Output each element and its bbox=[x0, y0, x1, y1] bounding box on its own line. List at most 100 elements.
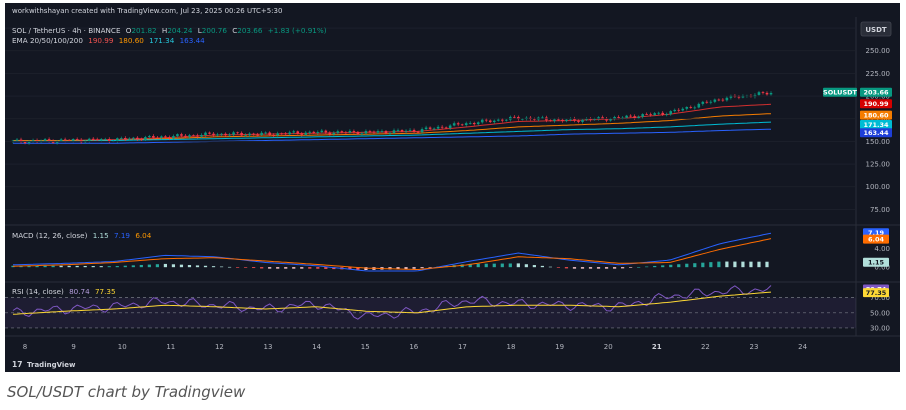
candle-body bbox=[172, 136, 175, 139]
candle-body bbox=[729, 95, 733, 98]
macd-histogram-bar bbox=[709, 262, 713, 268]
candle-body bbox=[288, 132, 292, 135]
macd-histogram-bar bbox=[412, 267, 416, 269]
candle-body bbox=[468, 123, 472, 124]
candle-body bbox=[204, 132, 207, 136]
macd-histogram-bar bbox=[308, 267, 312, 269]
candle-body bbox=[557, 119, 560, 121]
candle-body bbox=[521, 118, 524, 120]
candle-body bbox=[448, 125, 452, 129]
macd-histogram-bar bbox=[516, 263, 520, 268]
macd-histogram-bar bbox=[725, 261, 729, 268]
ema50-value: 180.60 bbox=[119, 36, 145, 45]
candle-body bbox=[260, 132, 263, 135]
macd-histogram-bar bbox=[741, 261, 745, 268]
macd-histogram-bar bbox=[420, 267, 424, 269]
candle-body bbox=[424, 127, 428, 130]
macd-histogram-bar bbox=[540, 265, 544, 268]
macd-histogram-bar bbox=[300, 267, 304, 269]
time-axis-label: 12 bbox=[215, 343, 224, 351]
time-axis-label: 11 bbox=[166, 343, 175, 351]
macd-histogram-bar bbox=[83, 265, 87, 268]
macd-histogram-bar bbox=[749, 261, 753, 268]
price-tag-label: 203.66 bbox=[863, 89, 889, 97]
tradingview-logo[interactable]: 𝟭𝟳 TradingView bbox=[12, 360, 76, 369]
candle-body bbox=[35, 140, 39, 142]
macd-histogram-bar bbox=[653, 265, 657, 268]
macd-histogram-bar bbox=[171, 264, 176, 268]
candle-body bbox=[513, 116, 516, 118]
macd-histogram-bar bbox=[685, 263, 689, 268]
candle-body bbox=[376, 131, 380, 133]
candle-body bbox=[75, 139, 79, 140]
price-tag-label: 190.99 bbox=[863, 100, 889, 108]
candle-body bbox=[228, 134, 231, 136]
macd-histogram-bar bbox=[612, 267, 617, 269]
macd-histogram-bar bbox=[67, 265, 71, 268]
rsi-ma-value: 77.35 bbox=[95, 287, 116, 296]
macd-histogram-bar bbox=[59, 265, 63, 268]
macd-histogram-bar bbox=[572, 267, 577, 269]
candle-body bbox=[561, 119, 564, 122]
candle-body bbox=[553, 119, 556, 122]
macd-histogram-bar bbox=[75, 265, 79, 268]
macd-line-value: 7.19 bbox=[114, 231, 130, 240]
macd-histogram-bar bbox=[757, 261, 761, 268]
macd-histogram-bar bbox=[316, 267, 320, 269]
candle-body bbox=[320, 130, 324, 133]
macd-histogram-bar bbox=[693, 263, 697, 268]
candle-body bbox=[232, 132, 235, 135]
price-axis-label: 150.00 bbox=[866, 138, 891, 146]
macd-tag-label: 6.04 bbox=[868, 236, 885, 244]
candle-body bbox=[384, 131, 388, 134]
macd-histogram-bar bbox=[179, 264, 184, 268]
macd-histogram-bar bbox=[669, 264, 673, 268]
chart-panel[interactable]: 275.00250.00225.00200.00175.00150.00125.… bbox=[5, 3, 900, 372]
candle-body bbox=[312, 131, 316, 133]
macd-histogram-bar bbox=[348, 267, 352, 270]
ema-layer bbox=[13, 103, 772, 144]
candle-body bbox=[332, 132, 336, 135]
macd-histogram-bar bbox=[404, 267, 408, 269]
candle-body bbox=[348, 131, 352, 133]
macd-histogram-bar bbox=[147, 264, 151, 268]
rsi-axis-label: 30.00 bbox=[870, 324, 890, 332]
candle-body bbox=[685, 106, 689, 109]
legend-symbol: SOL / TetherUS · 4h · BINANCE bbox=[12, 26, 121, 35]
macd-histogram-bar bbox=[468, 263, 472, 268]
candle-body bbox=[408, 129, 412, 131]
candle-body bbox=[645, 114, 648, 115]
legend-low: 200.76 bbox=[202, 26, 228, 35]
candle-body bbox=[67, 140, 71, 142]
price-tag bbox=[823, 87, 857, 97]
candle-body bbox=[484, 119, 488, 121]
candle-body bbox=[368, 131, 372, 132]
candle-body bbox=[472, 123, 476, 125]
candle-body bbox=[517, 116, 520, 120]
candle-body bbox=[184, 135, 187, 137]
candle-body bbox=[264, 132, 267, 134]
candle-body bbox=[188, 135, 191, 137]
candle-body bbox=[132, 137, 135, 139]
currency-badge[interactable] bbox=[860, 21, 892, 37]
rsi-legend-label: RSI (14, close) bbox=[12, 287, 64, 296]
candle-body bbox=[629, 115, 632, 117]
candles-layer bbox=[11, 90, 773, 145]
candle-body bbox=[737, 96, 741, 98]
price-tag-label: 180.60 bbox=[863, 112, 889, 120]
candle-body bbox=[428, 127, 432, 129]
macd-histogram-bar bbox=[260, 267, 264, 269]
candle-body bbox=[47, 139, 51, 141]
macd-histogram-bar bbox=[492, 263, 496, 268]
candle-body bbox=[665, 114, 669, 116]
macd-histogram-bar bbox=[99, 266, 103, 268]
legend-row: SOL / TetherUS · 4h · BINANCE O201.82 H2… bbox=[12, 26, 327, 35]
candle-body bbox=[103, 139, 107, 140]
candle-body bbox=[15, 139, 19, 141]
candle-body bbox=[11, 140, 15, 142]
macd-histogram-bar bbox=[35, 265, 39, 268]
candle-body bbox=[292, 131, 296, 133]
macd-histogram-bar bbox=[765, 261, 769, 268]
macd-histogram-bar bbox=[115, 266, 119, 268]
candle-body bbox=[549, 120, 552, 122]
